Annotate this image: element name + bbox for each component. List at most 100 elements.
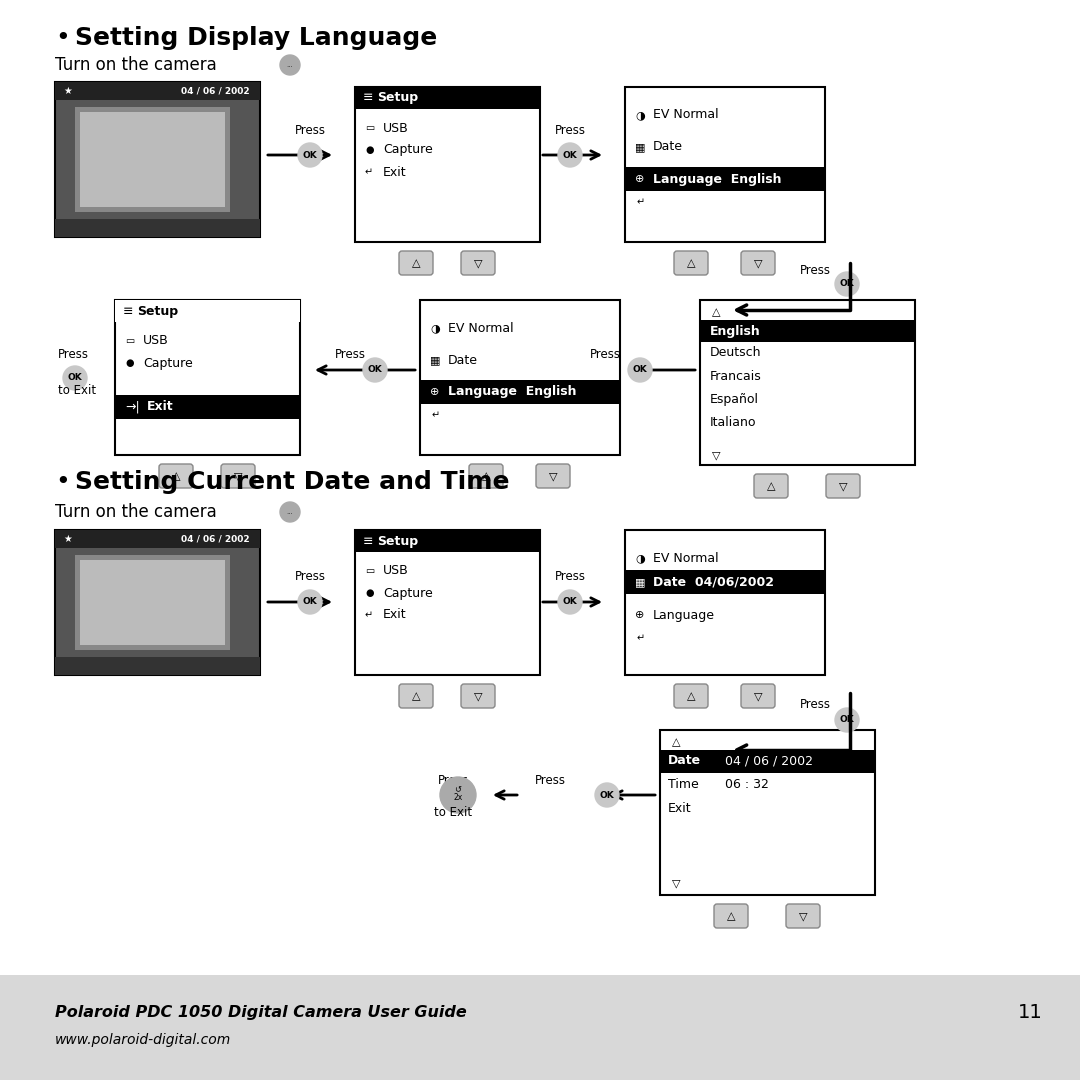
Text: △: △ [672, 737, 680, 747]
Text: to Exit: to Exit [434, 806, 472, 819]
Text: English: English [710, 324, 760, 337]
Text: to Exit: to Exit [58, 383, 96, 396]
FancyBboxPatch shape [674, 251, 708, 275]
Text: ▽: ▽ [754, 258, 762, 268]
FancyBboxPatch shape [159, 464, 193, 488]
Text: OK: OK [839, 280, 854, 288]
Circle shape [558, 143, 582, 167]
Text: Setting Display Language: Setting Display Language [75, 26, 437, 50]
Text: USB: USB [383, 565, 408, 578]
FancyBboxPatch shape [714, 904, 748, 928]
Text: △: △ [727, 912, 735, 921]
Bar [625, 570, 825, 594]
Bar [75, 555, 230, 650]
Text: Polaroid PDC 1050 Digital Camera User Guide: Polaroid PDC 1050 Digital Camera User Gu… [55, 1005, 467, 1021]
Text: Setup: Setup [377, 535, 418, 548]
Bar [55, 657, 260, 675]
Bar [700, 300, 915, 465]
Text: ⊕: ⊕ [635, 610, 645, 620]
FancyBboxPatch shape [536, 464, 570, 488]
Text: △: △ [767, 481, 775, 491]
Text: EV Normal: EV Normal [448, 322, 514, 335]
Text: ▽: ▽ [549, 471, 557, 481]
FancyBboxPatch shape [826, 474, 860, 498]
Text: ◑: ◑ [635, 110, 645, 120]
Text: Press: Press [335, 349, 365, 362]
Bar [625, 167, 825, 191]
Text: EV Normal: EV Normal [653, 552, 718, 565]
Text: ↵: ↵ [365, 610, 373, 620]
Bar [420, 380, 620, 404]
Bar [420, 300, 620, 455]
Text: Press: Press [535, 773, 566, 786]
FancyBboxPatch shape [221, 464, 255, 488]
Text: OK: OK [839, 715, 854, 725]
Text: △: △ [687, 691, 696, 701]
Text: •: • [55, 470, 70, 494]
FancyBboxPatch shape [786, 904, 820, 928]
FancyBboxPatch shape [399, 251, 433, 275]
Text: 04 / 06 / 2002: 04 / 06 / 2002 [181, 86, 249, 95]
FancyBboxPatch shape [741, 684, 775, 708]
Text: ▦: ▦ [635, 141, 646, 152]
Text: ●: ● [365, 145, 374, 156]
Text: OK: OK [563, 150, 578, 160]
Text: Press: Press [800, 264, 831, 276]
Text: △: △ [172, 471, 180, 481]
Bar [355, 87, 540, 109]
Bar [700, 320, 915, 342]
Circle shape [835, 708, 859, 732]
Text: ≡: ≡ [363, 535, 374, 548]
Text: ▽: ▽ [839, 481, 847, 491]
Text: Turn on the camera: Turn on the camera [55, 56, 217, 75]
Bar [75, 107, 230, 212]
Text: ▭: ▭ [125, 336, 134, 346]
Circle shape [298, 590, 322, 615]
Bar [114, 300, 300, 455]
Text: 04 / 06 / 2002: 04 / 06 / 2002 [181, 535, 249, 543]
Bar [55, 530, 260, 548]
Text: ●: ● [365, 588, 374, 598]
Text: Capture: Capture [143, 356, 192, 369]
Text: Press: Press [554, 123, 585, 136]
FancyBboxPatch shape [461, 684, 495, 708]
Text: Exit: Exit [383, 608, 407, 621]
Text: Español: Español [710, 392, 759, 405]
Bar [114, 300, 300, 322]
Text: Setup: Setup [137, 305, 178, 318]
Text: Press: Press [295, 123, 325, 136]
Text: ↵: ↵ [432, 410, 441, 420]
Text: Press: Press [295, 570, 325, 583]
Text: Press: Press [58, 349, 89, 362]
Text: Language  English: Language English [448, 386, 577, 399]
Text: Setup: Setup [377, 92, 418, 105]
Bar [625, 530, 825, 675]
Text: ▭: ▭ [365, 566, 375, 576]
Text: www.polaroid-digital.com: www.polaroid-digital.com [55, 1032, 231, 1047]
Text: Time: Time [669, 779, 699, 792]
Bar [625, 87, 825, 242]
Text: ▽: ▽ [754, 691, 762, 701]
FancyBboxPatch shape [754, 474, 788, 498]
Text: ★: ★ [63, 534, 71, 544]
Text: ▽: ▽ [233, 471, 242, 481]
Text: ▦: ▦ [635, 577, 646, 588]
Text: Press: Press [437, 773, 469, 786]
Text: Date: Date [669, 755, 701, 768]
Bar [660, 730, 875, 895]
Text: •: • [55, 26, 70, 50]
Text: OK: OK [302, 597, 318, 607]
Bar [355, 530, 540, 552]
Text: ...: ... [286, 509, 294, 515]
Bar [660, 750, 875, 773]
Text: ◑: ◑ [430, 323, 440, 333]
Bar [55, 82, 260, 237]
Text: OK: OK [599, 791, 615, 799]
Circle shape [363, 357, 387, 382]
Text: ...: ... [286, 62, 294, 68]
Circle shape [835, 272, 859, 296]
Text: ▦: ▦ [430, 355, 441, 365]
FancyBboxPatch shape [399, 684, 433, 708]
Bar [0, 975, 1080, 1080]
Text: △: △ [687, 258, 696, 268]
